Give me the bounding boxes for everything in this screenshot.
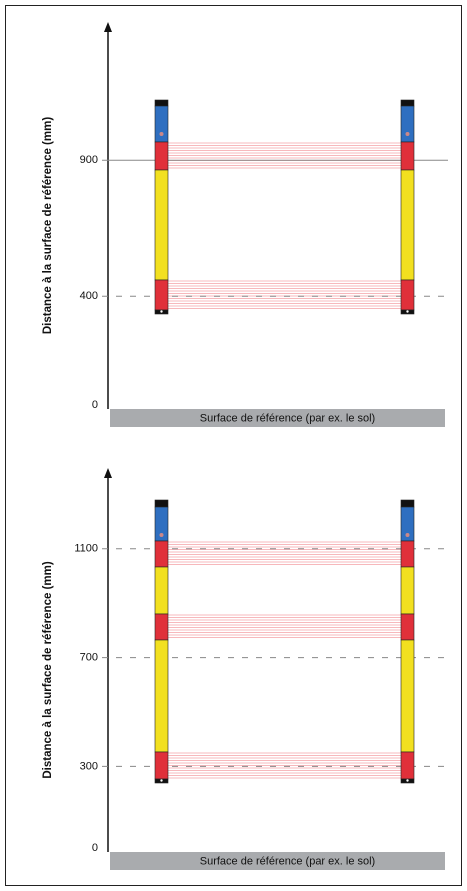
column-segment: [400, 279, 415, 311]
column-segment: [400, 613, 415, 641]
axis-label: Distance à la surface de référence (mm): [42, 117, 54, 334]
column-segment: [400, 751, 415, 780]
tick-label: 700: [80, 652, 98, 664]
column-segment: [154, 105, 169, 143]
column-dot: [405, 132, 410, 136]
column-segment: [154, 540, 169, 568]
column-segment: [154, 566, 169, 615]
tick-label: 400: [80, 290, 98, 302]
column-dot: [406, 779, 409, 782]
ground-label: Surface de référence (par ex. le sol): [200, 412, 375, 424]
column-segment: [400, 141, 415, 171]
ground-bar: [110, 409, 445, 427]
tick-label: 900: [80, 154, 98, 166]
column-segment: [154, 613, 169, 641]
frame: [5, 5, 462, 886]
axis-arrow: [104, 468, 112, 478]
column-segment: [154, 751, 169, 780]
column-dot: [160, 310, 163, 313]
column-segment: [400, 169, 415, 281]
ground-label: Surface de référence (par ex. le sol): [200, 855, 375, 867]
axis-label: Distance à la surface de référence (mm): [42, 561, 54, 778]
tick-label: 0: [92, 842, 98, 854]
ground-bar: [110, 852, 445, 870]
column-segment: [400, 105, 415, 143]
column-segment: [400, 639, 415, 753]
column-segment: [154, 279, 169, 311]
tick-label: 1100: [74, 543, 98, 555]
column-segment: [154, 499, 169, 508]
column-dot: [160, 779, 163, 782]
tick-label: 300: [80, 760, 98, 772]
column-segment: [400, 99, 415, 107]
column-segment: [400, 566, 415, 615]
tick-label: 0: [92, 399, 98, 411]
column-segment: [154, 141, 169, 171]
axis-arrow: [104, 22, 112, 32]
column-segment: [154, 639, 169, 753]
column-segment: [400, 540, 415, 568]
column-dot: [159, 533, 164, 537]
column-dot: [159, 132, 164, 136]
column-dot: [406, 310, 409, 313]
column-dot: [405, 533, 410, 537]
column-segment: [400, 499, 415, 508]
column-segment: [154, 169, 169, 281]
column-segment: [154, 99, 169, 107]
